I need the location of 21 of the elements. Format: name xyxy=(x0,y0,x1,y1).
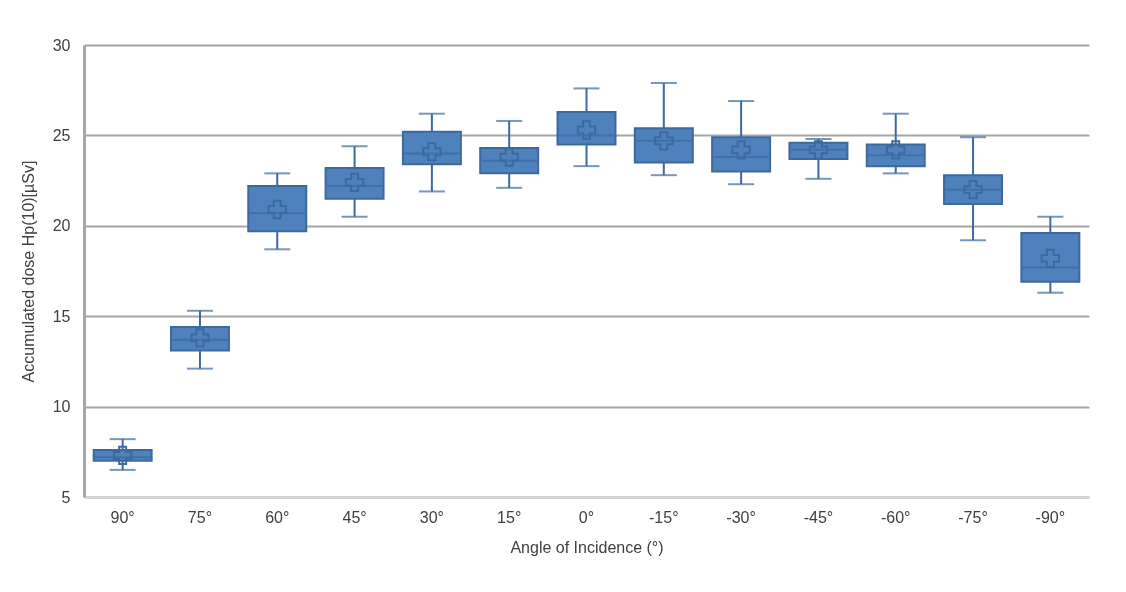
x-tick-label: -15° xyxy=(649,508,679,526)
x-tick-label: 0° xyxy=(578,508,595,526)
x-tick-label: -30° xyxy=(726,508,756,526)
x-tick-label: 15° xyxy=(497,508,522,526)
x-axis-title: Angle of Incidence (°) xyxy=(510,538,664,556)
y-axis-title: Accumulated dose Hp(10)[µSv] xyxy=(19,160,37,383)
x-tick-label: -45° xyxy=(803,508,834,526)
x-tick-label: 90° xyxy=(110,508,135,526)
y-tick-label: 15 xyxy=(52,307,71,325)
x-tick-label: -90° xyxy=(1035,508,1066,526)
y-tick-label: 25 xyxy=(52,126,71,144)
x-tick-label: 75° xyxy=(187,508,213,526)
y-tick-label: 5 xyxy=(61,488,71,506)
y-tick-label: 30 xyxy=(52,36,71,54)
x-tick-label: -75° xyxy=(958,508,988,526)
y-tick-label: 20 xyxy=(52,217,71,235)
y-tick-label: 10 xyxy=(52,398,71,416)
x-tick-label: 60° xyxy=(265,508,290,526)
x-tick-label: -60° xyxy=(880,508,911,526)
x-tick-label: 30° xyxy=(419,508,444,526)
x-tick-label: 45° xyxy=(342,508,367,526)
